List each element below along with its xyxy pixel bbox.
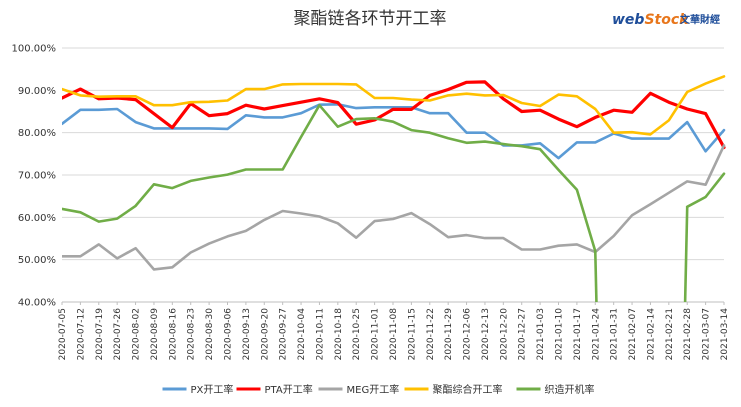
logo: webStock 文華財經: [612, 12, 720, 28]
x-tick-label: 2021-01-03: [536, 308, 546, 360]
legend-label: MEG开工率: [347, 383, 400, 396]
legend-label: 聚酯综合开工率: [433, 383, 503, 396]
y-tick-label: 40.00%: [18, 298, 56, 309]
x-tick-label: 2020-09-13: [242, 308, 252, 360]
x-tick-label: 2020-08-09: [150, 308, 160, 361]
x-tick-label: 2020-08-16: [168, 308, 178, 361]
x-tick-label: 2021-02-21: [665, 308, 675, 360]
x-tick-label: 2020-11-01: [371, 308, 381, 360]
logo-cn-text: 文華財經: [680, 13, 720, 26]
series-group: [62, 144, 726, 271]
x-tick-label: 2021-02-07: [628, 308, 638, 360]
legend-label: 织造开机率: [545, 383, 595, 396]
y-tick-label: 50.00%: [18, 255, 56, 266]
series-group: [62, 80, 726, 150]
y-tick-label: 60.00%: [18, 213, 56, 224]
series-offscale: [593, 206, 689, 302]
x-tick-label: 2020-10-11: [315, 308, 325, 360]
y-tick-label: 90.00%: [18, 86, 56, 97]
grid: [62, 47, 724, 303]
y-tick-label: 80.00%: [18, 128, 56, 139]
y-axis-ticks: 40.00% 50.00% 60.00% 70.00% 80.00% 90.00% 100.…: [12, 44, 57, 309]
x-tick-label: 2020-10-04: [297, 308, 307, 361]
legend-item: PTA开工率: [236, 383, 313, 396]
logo-web-text: webStock: [612, 12, 690, 28]
x-tick-label: 2020-11-22: [426, 308, 436, 360]
x-tick-label: 2020-12-13: [481, 308, 491, 360]
x-tick-label: 2020-08-30: [205, 308, 215, 361]
series-line: [62, 144, 726, 271]
y-tick-label: 100.00%: [12, 44, 57, 55]
series-line: [62, 75, 726, 136]
x-tick-label: 2020-11-08: [389, 308, 399, 361]
x-tick-label: 2020-09-20: [260, 308, 270, 361]
x-tick-label: 2020-08-02: [132, 308, 142, 360]
x-tick-label: 2020-09-06: [224, 308, 234, 361]
x-tick-label: 2021-01-10: [555, 308, 565, 361]
x-tick-label: 2020-12-27: [518, 308, 528, 360]
legend-item: PX开工率: [162, 383, 234, 396]
chart-title: 聚酯链各环节开工率: [294, 9, 447, 29]
x-tick-label: 2020-09-27: [279, 308, 289, 360]
x-tick-label: 2020-07-12: [76, 308, 86, 360]
x-axis-ticks: 2020-07-05 2020-07-12 2020-07-19 2020-07-26…: [58, 302, 730, 360]
series-group: [62, 103, 726, 253]
x-tick-label: 2020-11-29: [444, 308, 454, 361]
series-group: [62, 75, 726, 136]
x-tick-label: 2021-01-31: [610, 308, 620, 360]
x-tick-label: 2021-02-14: [646, 308, 656, 361]
legend-item: 织造开机率: [516, 383, 595, 396]
x-tick-label: 2020-11-15: [407, 308, 417, 360]
x-tick-label: 2020-12-20: [499, 308, 509, 361]
series-lines: [62, 75, 726, 302]
series-line: [62, 80, 726, 150]
legend-label: PTA开工率: [265, 383, 313, 396]
x-tick-label: 2021-03-14: [720, 308, 730, 361]
x-tick-label: 2020-08-23: [187, 308, 197, 360]
x-tick-label: 2020-07-05: [58, 308, 68, 360]
x-tick-label: 2021-01-17: [573, 308, 583, 360]
legend-item: 聚酯综合开工率: [404, 383, 503, 396]
x-tick-label: 2020-10-18: [334, 308, 344, 361]
series-rise-segment: [683, 206, 689, 302]
x-tick-label: 2021-01-24: [591, 308, 601, 361]
x-tick-label: 2020-12-06: [463, 308, 473, 361]
legend: PX开工率 PTA开工率 MEG开工率 聚酯综合开工率 织造开机率: [162, 383, 595, 396]
y-tick-label: 70.00%: [18, 171, 56, 182]
series-drop-segment: [593, 251, 598, 302]
x-tick-label: 2020-10-25: [352, 308, 362, 360]
legend-label: PX开工率: [191, 383, 234, 396]
x-tick-label: 2021-02-28: [683, 308, 693, 361]
legend-item: MEG开工率: [318, 383, 400, 396]
x-tick-label: 2020-07-26: [113, 308, 123, 361]
x-tick-label: 2021-03-07: [702, 308, 712, 360]
series-line: [62, 103, 726, 253]
x-tick-label: 2020-07-19: [95, 308, 105, 361]
